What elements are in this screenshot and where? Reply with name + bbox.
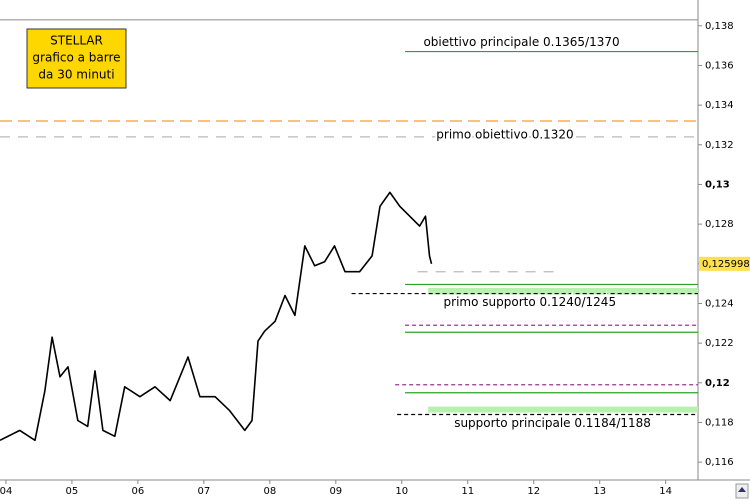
- y-tick-label: 0,138: [705, 21, 734, 32]
- x-tick-label: 06: [132, 486, 145, 497]
- y-tick-label: 0,136: [705, 60, 734, 71]
- y-tick-label: 0,122: [705, 338, 734, 349]
- last-price-label: 0,125998: [702, 259, 750, 270]
- y-tick-label: 0,13: [705, 179, 730, 190]
- x-tick-label: 12: [527, 486, 540, 497]
- x-tick-label: 05: [66, 486, 79, 497]
- x-tick-label: 07: [197, 486, 210, 497]
- x-tick-label: 10: [395, 486, 408, 497]
- support-zone: [428, 406, 698, 413]
- last-price-box: [699, 256, 750, 271]
- level-label: supporto principale 0.1184/1188: [454, 416, 651, 430]
- x-tick-label: 14: [659, 486, 672, 497]
- x-tick-label: 09: [329, 486, 342, 497]
- x-tick-label: 08: [263, 486, 276, 497]
- info-box-text: da 30 minuti: [38, 68, 114, 82]
- y-tick-label: 0,12: [705, 378, 730, 389]
- price-line: [0, 191, 433, 442]
- y-tick-label: 0,118: [705, 417, 734, 428]
- level-label: primo obiettivo 0.1320: [436, 127, 573, 141]
- info-box-text: grafico a barre: [32, 51, 120, 65]
- y-tick-label: 0,128: [705, 219, 734, 230]
- support-zone: [428, 287, 698, 295]
- level-label: obiettivo principale 0.1365/1370: [423, 35, 619, 49]
- info-box: [26, 28, 127, 89]
- y-tick-label: 0,116: [705, 457, 734, 468]
- y-tick-label: 0,124: [705, 298, 734, 309]
- scroll-arrow: [738, 487, 746, 492]
- x-tick-label: 13: [593, 486, 606, 497]
- y-tick-label: 0,134: [705, 100, 734, 111]
- x-tick-label: 04: [0, 486, 12, 497]
- y-tick-label: 0,132: [705, 140, 734, 151]
- info-box-text: STELLAR: [50, 34, 103, 48]
- x-tick-label: 11: [461, 486, 474, 497]
- level-label: primo supporto 0.1240/1245: [444, 295, 617, 309]
